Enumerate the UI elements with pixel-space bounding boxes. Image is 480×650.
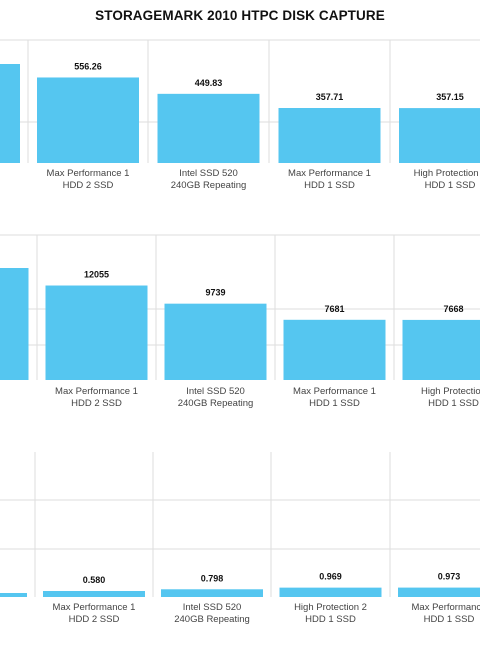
bar: [278, 108, 381, 163]
bar: [45, 285, 148, 380]
bar-value-label: 12055: [84, 270, 109, 280]
category-label: Max Performance 1: [47, 168, 130, 179]
category-label: 240GB Repeating: [174, 614, 250, 625]
bar-value-label: 0.973: [438, 572, 461, 582]
bar: [283, 319, 386, 380]
bar: [37, 77, 139, 163]
chart-title: STORAGEMARK 2010 HTPC DISK CAPTURE: [95, 8, 385, 23]
bar: [161, 589, 263, 597]
category-label: HDD 1 SSD: [309, 398, 360, 409]
category-label: HDD 2 SSD: [71, 398, 122, 409]
bar: [398, 587, 480, 597]
bar: [402, 319, 480, 380]
bar-value-label: 0.580: [83, 575, 106, 585]
category-label: Max Performance: [412, 602, 480, 613]
category-label: HDD 2 SSD: [63, 180, 114, 191]
bar-value-label: 0.798: [201, 573, 224, 583]
category-label: HDD 1 SSD: [305, 614, 356, 625]
category-label: HDD 1 SSD: [304, 180, 355, 191]
bar-value-label: 0.969: [319, 572, 342, 582]
category-label: Max Performance 1: [293, 386, 376, 397]
category-label: HDD 2 SSD: [69, 614, 120, 625]
bar-value-label: 357.15: [436, 92, 464, 102]
bar-value-label: 449.83: [195, 78, 223, 88]
category-label: High Protection: [421, 386, 480, 397]
category-label: Max Performance 1: [53, 602, 136, 613]
category-label: High Protection 1: [414, 168, 480, 179]
category-label: 240GB Repeating: [171, 180, 247, 191]
bar: [399, 108, 480, 163]
category-label: Intel SSD 520: [179, 168, 238, 179]
category-label: Max Performance 1: [55, 386, 138, 397]
bar-value-label: 357.71: [316, 92, 344, 102]
bar: [0, 268, 29, 380]
bar: [164, 303, 267, 380]
category-label: Max Performance 1: [288, 168, 371, 179]
bar: [0, 64, 20, 163]
category-label: HDD 1 SSD: [425, 180, 476, 191]
category-label: HDD 1 SSD: [424, 614, 475, 625]
bar-value-label: 556.26: [74, 61, 102, 71]
bar-value-label: 7668: [443, 304, 463, 314]
bar: [43, 591, 145, 597]
bar-value-label: 7681: [324, 304, 344, 314]
bar: [279, 587, 382, 597]
bar-value-label: 9739: [205, 288, 225, 298]
category-label: Intel SSD 520: [183, 602, 242, 613]
bar: [0, 593, 27, 597]
category-label: Intel SSD 520: [186, 386, 245, 397]
category-label: High Protection 2: [294, 602, 367, 613]
bar: [157, 93, 260, 163]
category-label: HDD 1 SSD: [428, 398, 479, 409]
category-label: 240GB Repeating: [178, 398, 254, 409]
